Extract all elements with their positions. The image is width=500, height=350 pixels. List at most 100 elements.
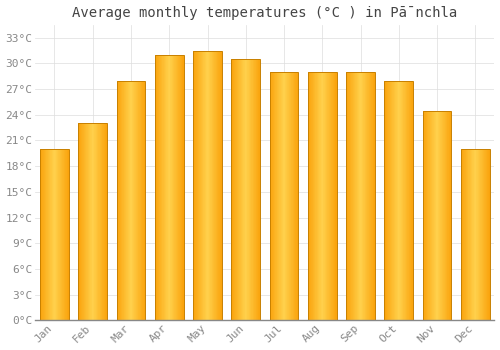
Bar — [309, 72, 310, 320]
Bar — [348, 72, 349, 320]
Bar — [132, 80, 134, 320]
Bar — [359, 72, 360, 320]
Bar — [369, 72, 370, 320]
Bar — [63, 149, 64, 320]
Bar — [316, 72, 317, 320]
Bar — [365, 72, 366, 320]
Bar — [252, 59, 253, 320]
Bar — [297, 72, 298, 320]
Bar — [253, 59, 254, 320]
Bar — [207, 50, 208, 320]
Bar — [283, 72, 284, 320]
Bar — [483, 149, 484, 320]
Bar — [116, 80, 146, 320]
Bar — [47, 149, 48, 320]
Bar — [358, 72, 359, 320]
Bar — [259, 59, 260, 320]
Bar — [312, 72, 313, 320]
Bar — [210, 50, 211, 320]
Bar — [245, 59, 246, 320]
Bar — [127, 80, 128, 320]
Bar — [360, 72, 361, 320]
Bar — [216, 50, 218, 320]
Bar — [484, 149, 485, 320]
Bar — [61, 149, 62, 320]
Bar — [472, 149, 473, 320]
Bar — [372, 72, 373, 320]
Bar — [385, 80, 386, 320]
Bar — [209, 50, 210, 320]
Bar — [426, 111, 428, 320]
Bar — [206, 50, 207, 320]
Bar — [254, 59, 255, 320]
Bar — [374, 72, 375, 320]
Bar — [251, 59, 252, 320]
Bar — [103, 123, 104, 320]
Bar — [140, 80, 141, 320]
Bar — [466, 149, 468, 320]
Bar — [106, 123, 107, 320]
Bar — [311, 72, 312, 320]
Bar — [179, 55, 180, 320]
Bar — [163, 55, 164, 320]
Bar — [182, 55, 183, 320]
Bar — [78, 123, 107, 320]
Bar — [373, 72, 374, 320]
Bar — [440, 111, 441, 320]
Bar — [354, 72, 355, 320]
Bar — [468, 149, 469, 320]
Bar — [404, 80, 405, 320]
Bar — [400, 80, 401, 320]
Bar — [235, 59, 236, 320]
Bar — [92, 123, 94, 320]
Bar — [322, 72, 323, 320]
Bar — [451, 111, 452, 320]
Bar — [130, 80, 131, 320]
Bar — [249, 59, 250, 320]
Bar — [293, 72, 294, 320]
Bar — [44, 149, 46, 320]
Bar — [310, 72, 311, 320]
Bar — [357, 72, 358, 320]
Bar — [346, 72, 347, 320]
Bar — [392, 80, 393, 320]
Bar — [168, 55, 169, 320]
Bar — [277, 72, 278, 320]
Bar — [346, 72, 375, 320]
Bar — [258, 59, 259, 320]
Bar — [320, 72, 321, 320]
Bar — [247, 59, 248, 320]
Bar — [461, 149, 490, 320]
Bar — [144, 80, 145, 320]
Bar — [65, 149, 66, 320]
Bar — [218, 50, 219, 320]
Bar — [332, 72, 333, 320]
Bar — [172, 55, 174, 320]
Bar — [236, 59, 237, 320]
Bar — [386, 80, 388, 320]
Bar — [96, 123, 98, 320]
Bar — [334, 72, 335, 320]
Bar — [121, 80, 122, 320]
Bar — [99, 123, 100, 320]
Bar — [250, 59, 251, 320]
Bar — [422, 111, 452, 320]
Bar — [285, 72, 286, 320]
Bar — [274, 72, 275, 320]
Bar — [434, 111, 435, 320]
Bar — [40, 149, 69, 320]
Bar — [487, 149, 488, 320]
Bar — [327, 72, 328, 320]
Bar — [43, 149, 44, 320]
Bar — [167, 55, 168, 320]
Bar — [367, 72, 368, 320]
Bar — [328, 72, 329, 320]
Bar — [384, 80, 413, 320]
Bar — [445, 111, 446, 320]
Bar — [446, 111, 447, 320]
Bar — [280, 72, 281, 320]
Bar — [429, 111, 430, 320]
Bar — [292, 72, 293, 320]
Bar — [388, 80, 389, 320]
Bar — [476, 149, 477, 320]
